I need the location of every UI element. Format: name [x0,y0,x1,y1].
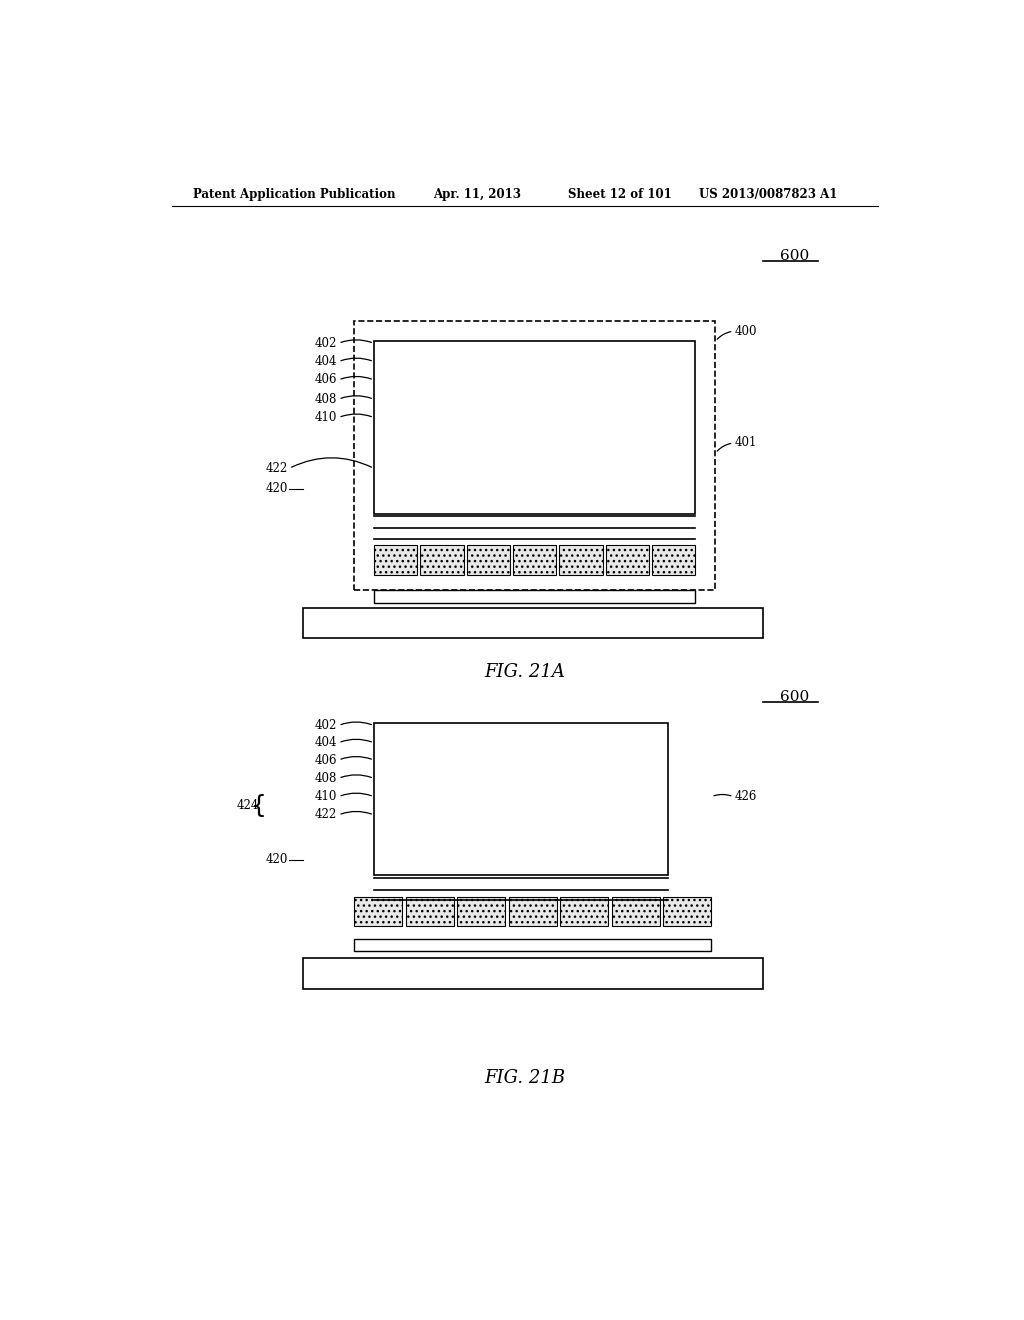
Bar [513,545,556,576]
Bar [406,898,454,925]
Bar [663,898,712,925]
Text: 408: 408 [314,393,337,405]
Bar [303,958,763,989]
Bar [560,898,608,925]
Bar [374,722,668,875]
Text: FIG. 21B: FIG. 21B [484,1069,565,1088]
Text: 406: 406 [314,374,337,387]
Text: 424: 424 [237,800,259,812]
Bar [509,898,557,925]
Text: 410: 410 [314,411,337,424]
Text: 420: 420 [265,482,288,495]
Text: FIG. 21A: FIG. 21A [484,663,565,681]
Text: 404: 404 [314,737,337,750]
Bar [606,545,649,576]
Bar [559,545,603,576]
Bar [354,898,402,925]
Text: 410: 410 [314,791,337,803]
Bar [354,321,715,590]
Text: 404: 404 [314,355,337,368]
Text: 422: 422 [314,808,337,821]
Bar [457,898,506,925]
Text: 600: 600 [780,249,809,263]
Text: 420: 420 [265,853,288,866]
Bar [652,545,695,576]
Text: 408: 408 [314,772,337,785]
Bar [467,545,510,576]
Text: 401: 401 [735,437,758,450]
Bar [303,607,763,638]
Text: 426: 426 [735,791,758,803]
Bar [611,898,659,925]
Bar [374,590,695,602]
Text: 402: 402 [314,719,337,733]
Text: {: { [251,793,267,818]
Bar [374,545,417,576]
Text: 402: 402 [314,337,337,350]
Bar [421,545,464,576]
Text: Apr. 11, 2013: Apr. 11, 2013 [433,189,521,202]
Text: Sheet 12 of 101: Sheet 12 of 101 [568,189,672,202]
Text: 422: 422 [265,462,288,475]
Text: 406: 406 [314,754,337,767]
Bar [354,939,712,952]
Text: US 2013/0087823 A1: US 2013/0087823 A1 [699,189,838,202]
Text: Patent Application Publication: Patent Application Publication [194,189,395,202]
Text: 600: 600 [780,690,809,704]
Text: 400: 400 [735,325,758,338]
Bar [374,342,695,515]
